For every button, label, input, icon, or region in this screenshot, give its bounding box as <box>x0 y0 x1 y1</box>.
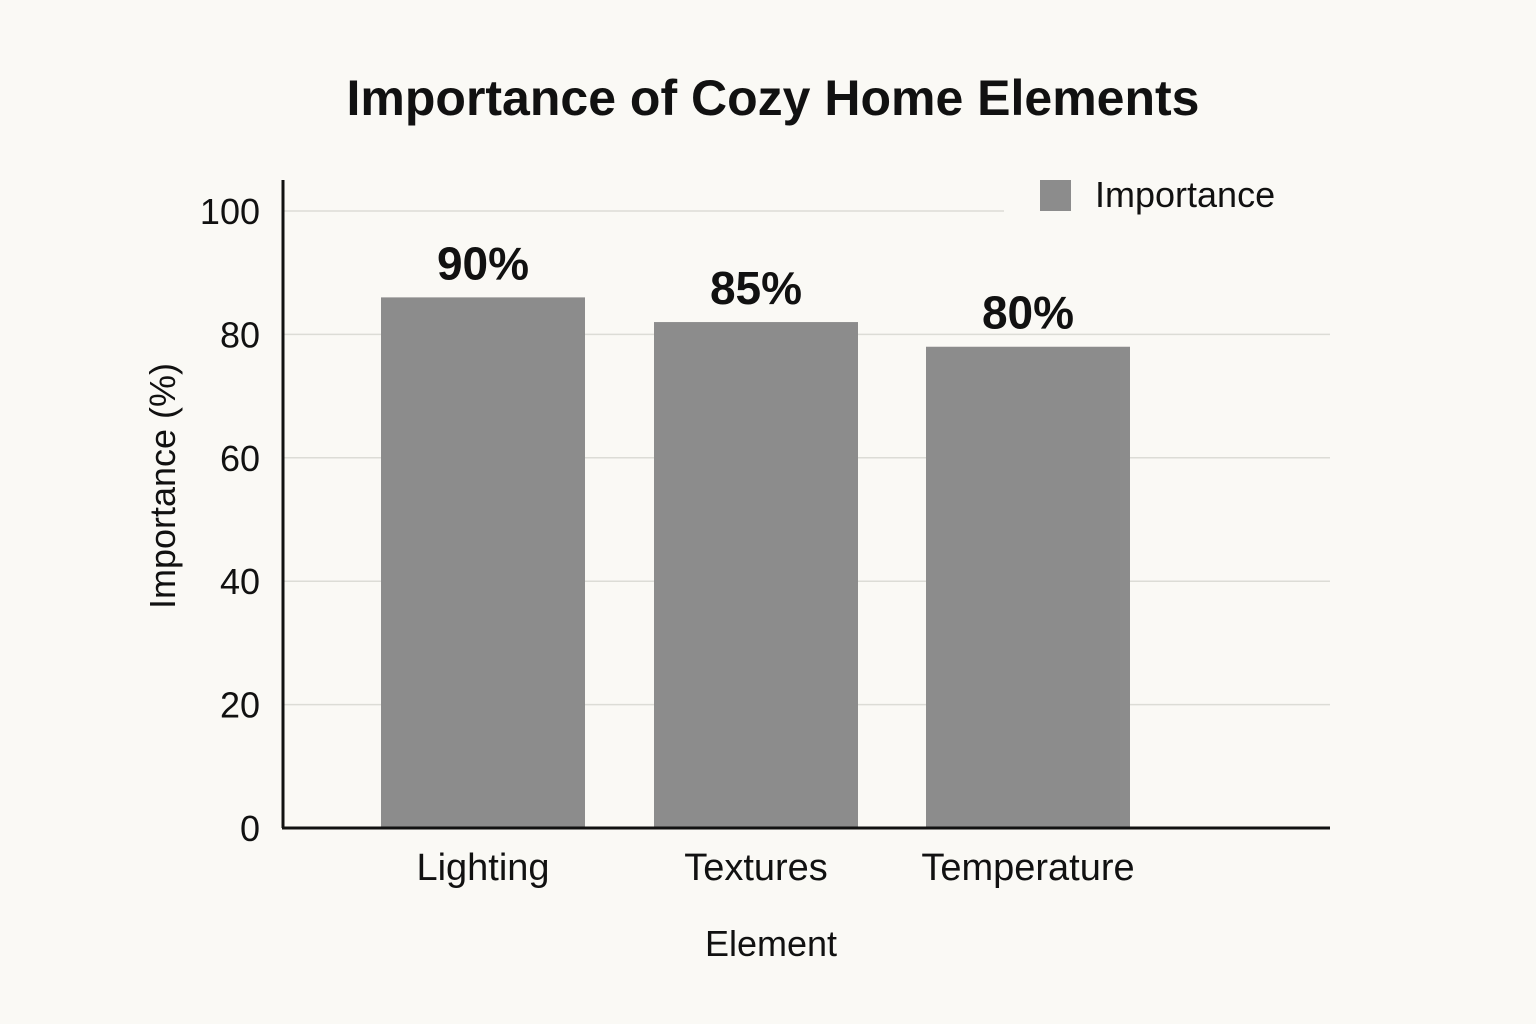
y-tick-label: 0 <box>240 808 260 849</box>
x-tick-label: Temperature <box>921 847 1134 889</box>
x-tick-label: Textures <box>684 847 828 889</box>
y-tick-label: 20 <box>220 685 260 726</box>
y-tick-label: 40 <box>220 561 260 602</box>
bar-lighting <box>381 297 585 828</box>
chart-title: Importance of Cozy Home Elements <box>347 70 1200 126</box>
bar-data-label: 85% <box>710 262 802 314</box>
bars-group <box>381 297 1130 828</box>
bar-data-label: 80% <box>982 287 1074 339</box>
legend-label: Importance <box>1095 174 1275 215</box>
bar-data-label: 90% <box>437 237 529 289</box>
legend-swatch <box>1040 180 1071 211</box>
y-axis-label: Importance (%) <box>142 363 183 609</box>
x-tick-label: Lighting <box>416 847 549 889</box>
bar-textures <box>654 322 858 828</box>
bar-labels-group: 90% 85% 80% <box>437 237 1074 338</box>
y-axis-ticks: 0 20 40 60 80 100 <box>200 191 260 849</box>
legend: Importance <box>1040 174 1275 215</box>
bar-temperature <box>926 346 1130 828</box>
y-tick-label: 80 <box>220 314 260 355</box>
y-tick-label: 60 <box>220 438 260 479</box>
x-axis-ticks: Lighting Textures Temperature <box>416 847 1134 889</box>
y-tick-label: 100 <box>200 191 260 232</box>
x-axis-label: Element <box>705 923 837 964</box>
